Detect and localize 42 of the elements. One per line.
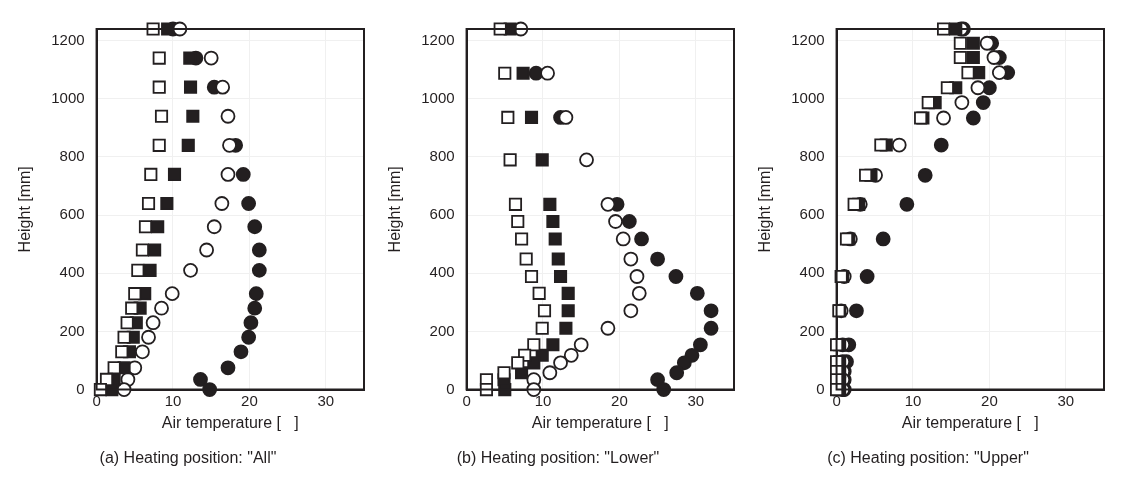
x-tick-label: 20: [611, 391, 628, 409]
y-tick-label: 200: [799, 321, 825, 339]
y-tick-label: 1000: [791, 88, 825, 106]
y-tick-label: 1200: [51, 30, 85, 48]
y-tick-label: 1200: [791, 30, 825, 48]
y-tick-label: 0: [76, 379, 85, 397]
x-tick-label: 10: [904, 391, 922, 409]
y-axis-title: Height [mm]: [386, 166, 404, 253]
x-tick-label: 30: [317, 391, 335, 409]
x-tick-label: 30: [687, 391, 705, 409]
y-tick-label: 400: [59, 263, 85, 281]
y-tick-label: 400: [429, 263, 455, 281]
x-tick-label: 20: [241, 391, 258, 409]
x-tick-label: 10: [534, 391, 552, 409]
x-tick-label: 10: [164, 391, 182, 409]
y-tick-label: 400: [799, 263, 825, 281]
y-tick-label: 800: [429, 147, 455, 165]
y-tick-label: 1200: [421, 30, 455, 48]
x-tick-label: 0: [92, 391, 101, 409]
x-tick-label: 0: [462, 391, 471, 409]
y-tick-label: 200: [429, 321, 455, 339]
y-axis-title: Height [mm]: [16, 166, 34, 253]
y-tick-label: 0: [446, 379, 455, 397]
x-tick-label: 0: [832, 391, 841, 409]
text: (b) Heating position: "Lower": [456, 448, 660, 466]
y-tick-label: 1000: [421, 88, 455, 106]
y-tick-label: 800: [59, 147, 85, 165]
x-axis-title: Air temperature [ ]: [901, 413, 1039, 431]
x-tick-label: 30: [1057, 391, 1075, 409]
text: (a) Heating position: "All": [99, 448, 277, 466]
x-axis-title: Air temperature [ ]: [531, 413, 669, 431]
y-tick-label: 0: [816, 379, 825, 397]
x-tick-label: 20: [981, 391, 998, 409]
y-tick-label: 1000: [51, 88, 85, 106]
y-tick-label: 800: [799, 147, 825, 165]
y-tick-label: 600: [59, 205, 85, 223]
y-tick-label: 600: [429, 205, 455, 223]
y-axis-title: Height [mm]: [756, 166, 774, 253]
text: (c) Heating position: "Upper": [827, 448, 1029, 466]
y-tick-label: 600: [799, 205, 825, 223]
x-axis-title: Air temperature [ ]: [161, 413, 299, 431]
y-tick-label: 200: [59, 321, 85, 339]
